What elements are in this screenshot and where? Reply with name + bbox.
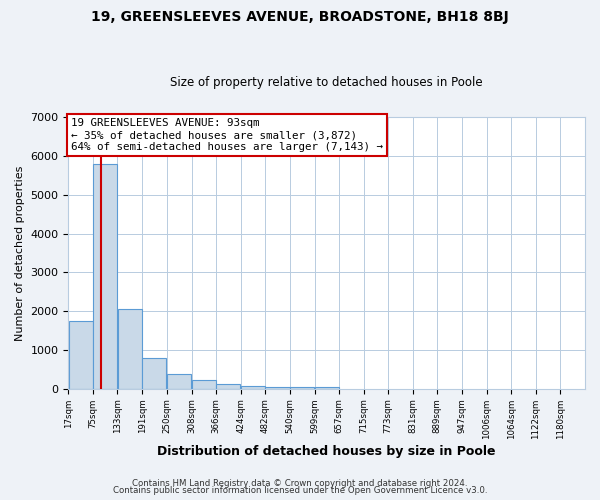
Bar	[315, 388, 339, 389]
Bar	[167, 374, 191, 389]
Bar	[68, 321, 93, 389]
Bar	[241, 386, 265, 389]
X-axis label: Distribution of detached houses by size in Poole: Distribution of detached houses by size …	[157, 444, 496, 458]
Bar	[142, 358, 166, 389]
Text: 19 GREENSLEEVES AVENUE: 93sqm
← 35% of detached houses are smaller (3,872)
64% o: 19 GREENSLEEVES AVENUE: 93sqm ← 35% of d…	[71, 118, 383, 152]
Bar	[216, 384, 241, 389]
Bar	[93, 164, 118, 389]
Text: Contains HM Land Registry data © Crown copyright and database right 2024.: Contains HM Land Registry data © Crown c…	[132, 478, 468, 488]
Text: 19, GREENSLEEVES AVENUE, BROADSTONE, BH18 8BJ: 19, GREENSLEEVES AVENUE, BROADSTONE, BH1…	[91, 10, 509, 24]
Y-axis label: Number of detached properties: Number of detached properties	[15, 166, 25, 340]
Text: Contains public sector information licensed under the Open Government Licence v3: Contains public sector information licen…	[113, 486, 487, 495]
Bar	[118, 309, 142, 389]
Title: Size of property relative to detached houses in Poole: Size of property relative to detached ho…	[170, 76, 483, 90]
Bar	[265, 386, 290, 389]
Bar	[290, 387, 314, 389]
Bar	[191, 380, 216, 389]
